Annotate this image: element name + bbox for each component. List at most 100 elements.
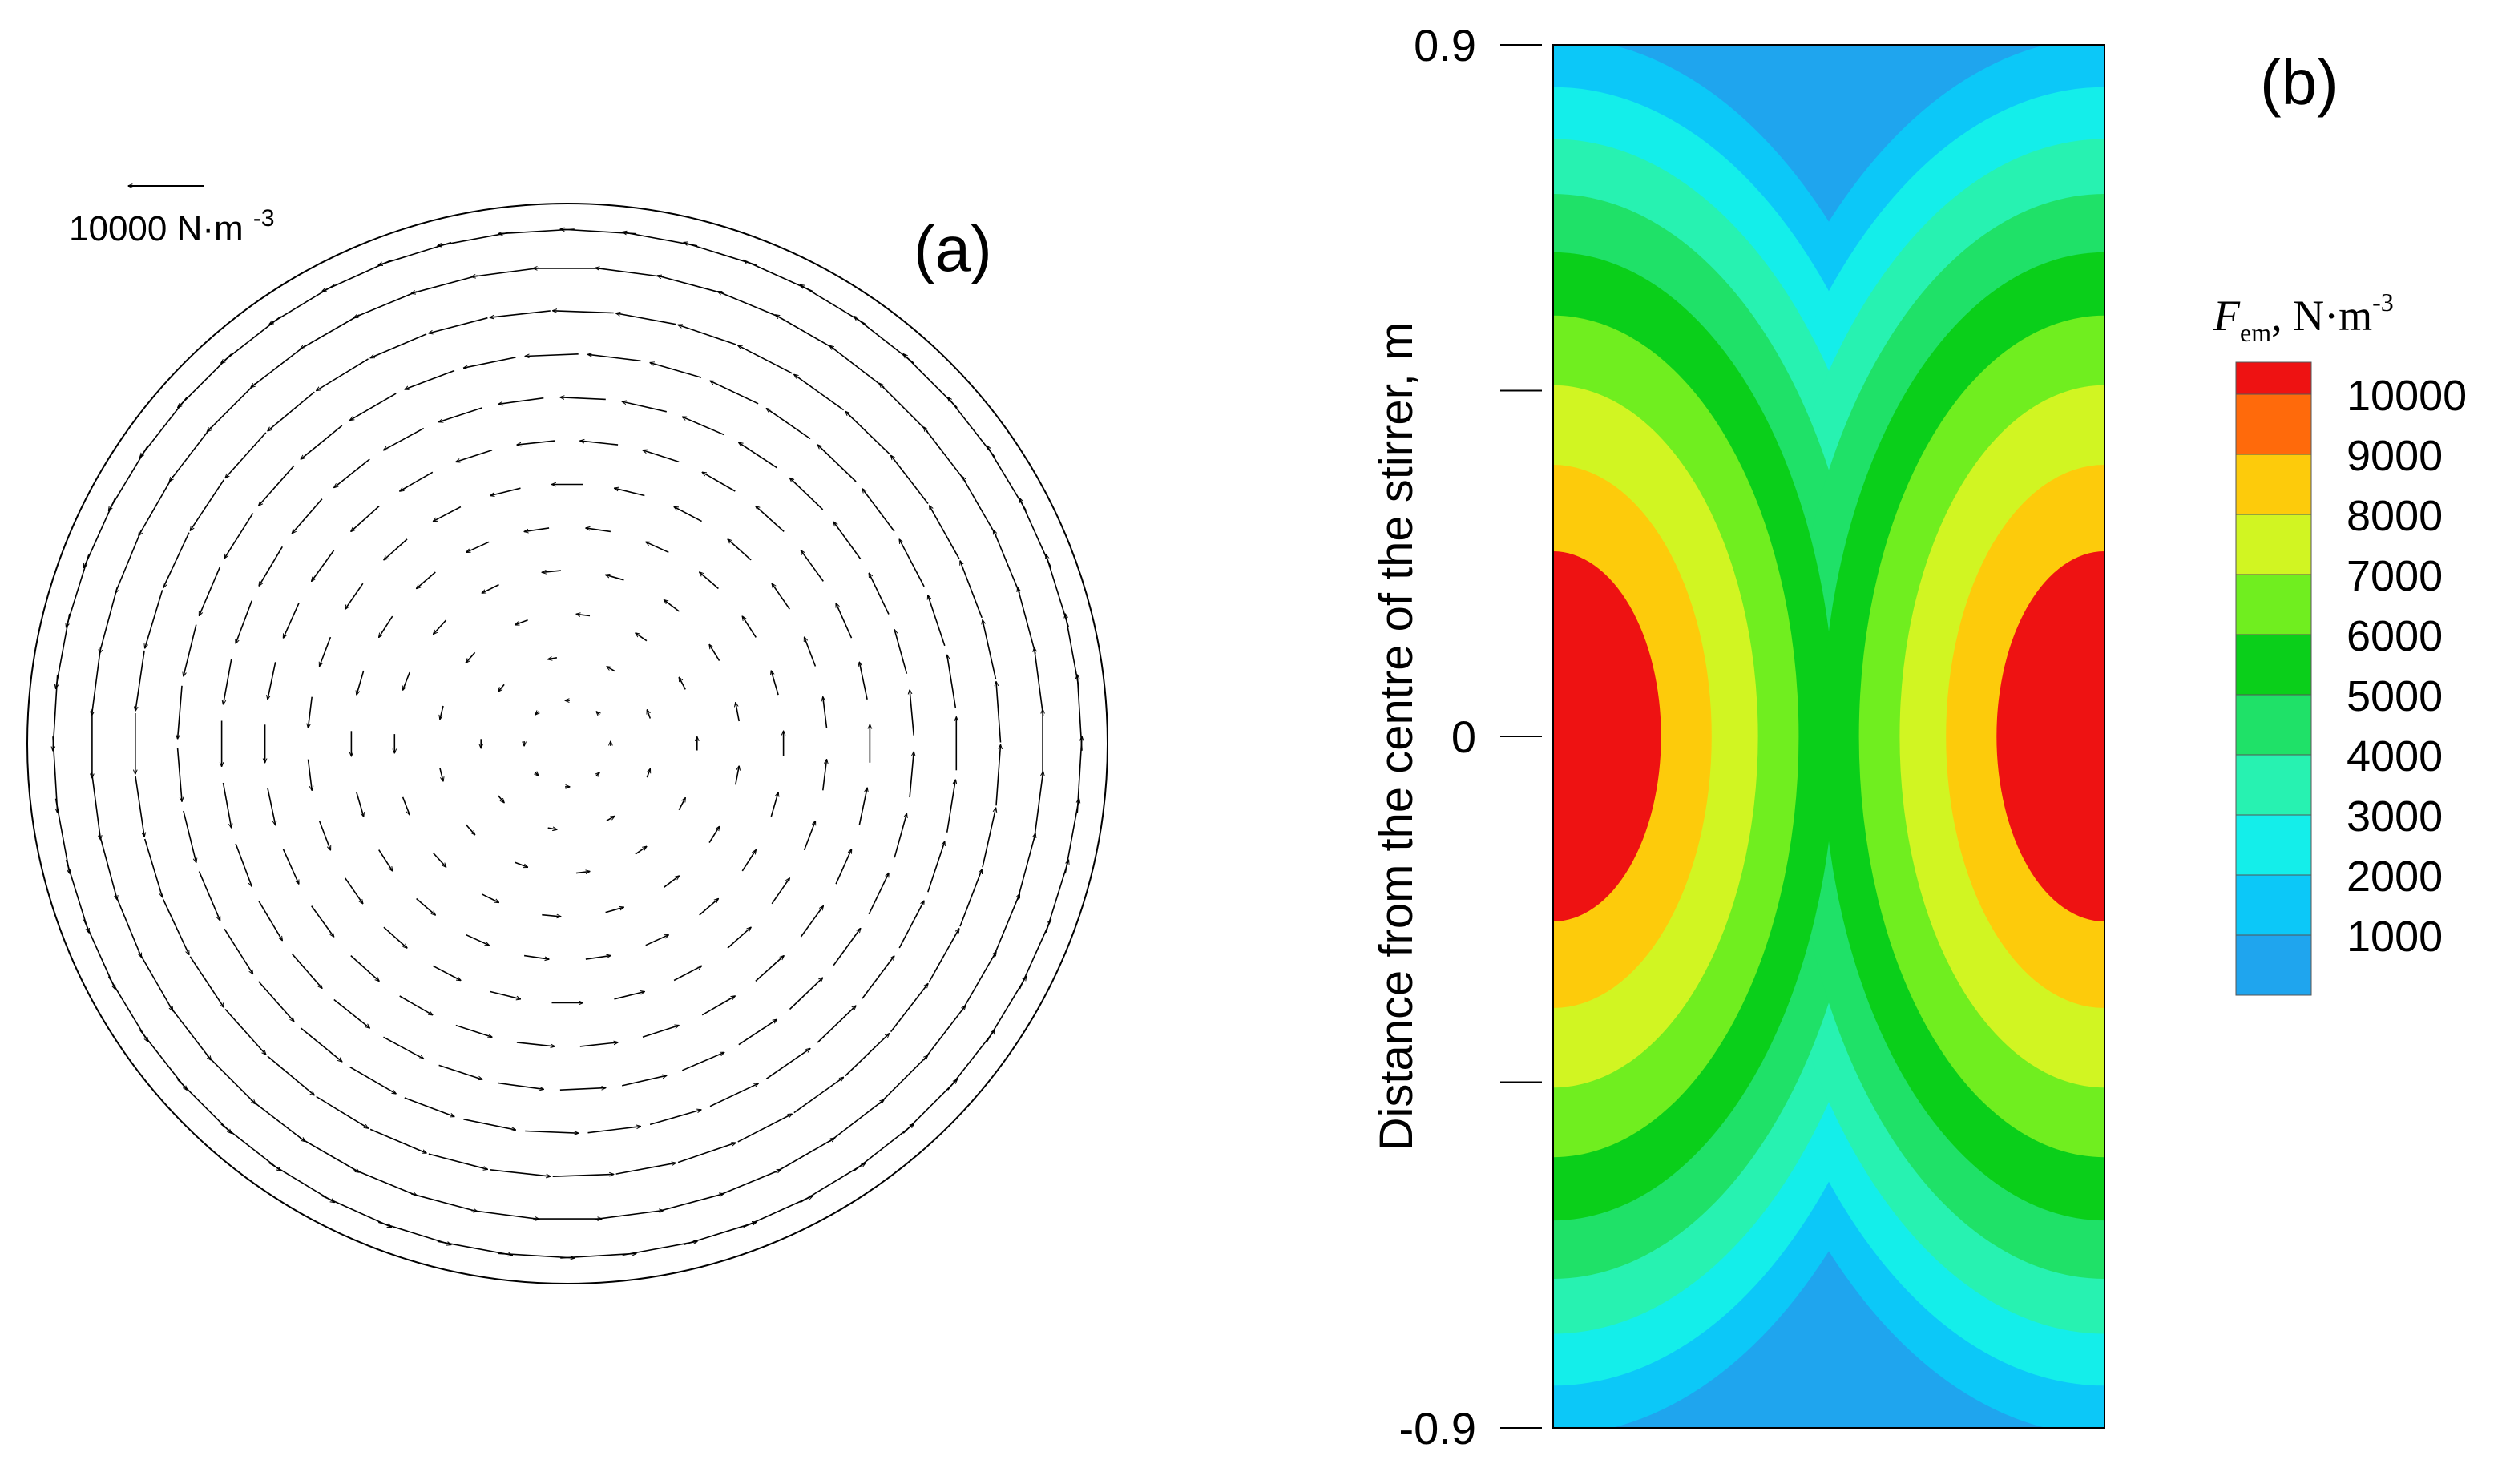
- force-vector: [490, 1169, 551, 1176]
- force-vector: [498, 795, 504, 803]
- force-vector: [890, 984, 928, 1033]
- force-vector: [471, 1209, 539, 1220]
- force-vector: [384, 538, 408, 560]
- force-vector: [1017, 833, 1035, 901]
- force-vector: [405, 369, 455, 390]
- force-vector: [311, 905, 334, 938]
- force-vector: [829, 1100, 884, 1143]
- force-vector: [899, 539, 925, 587]
- force-vector: [709, 1083, 758, 1107]
- force-vector: [482, 583, 499, 594]
- force-vector: [805, 637, 817, 667]
- force-vector: [224, 513, 254, 559]
- force-vector: [349, 1066, 397, 1094]
- force-vector: [542, 571, 561, 572]
- force-vector: [910, 690, 914, 736]
- force-vector: [642, 1026, 679, 1038]
- force-vector: [517, 440, 555, 445]
- force-vector: [455, 1024, 492, 1038]
- contour-field: [1553, 45, 2105, 1428]
- force-vector: [169, 426, 212, 482]
- force-vector: [615, 488, 645, 497]
- force-vector: [416, 897, 436, 916]
- force-vector: [579, 1042, 618, 1047]
- colorbar-swatch: [2235, 874, 2312, 936]
- y-tick-label: 0: [1451, 712, 1476, 762]
- force-vector: [553, 311, 614, 314]
- force-vector: [595, 1211, 664, 1220]
- y-tick-label: -0.9: [1399, 1403, 1477, 1454]
- force-vector: [466, 541, 490, 552]
- force-vector: [755, 956, 784, 982]
- force-vector: [183, 810, 196, 863]
- force-vector: [498, 397, 544, 405]
- force-vector: [845, 1034, 890, 1077]
- colorbar-swatch: [2235, 814, 2312, 876]
- force-vector: [587, 1127, 641, 1134]
- force-vector: [190, 479, 224, 530]
- force-vector: [891, 455, 929, 504]
- colorbar-tick-label: 8000: [2347, 492, 2443, 540]
- force-vector: [207, 382, 256, 431]
- force-vector: [552, 1175, 614, 1177]
- force-vector: [91, 771, 100, 840]
- force-vector: [236, 600, 252, 643]
- force-vector: [163, 532, 190, 588]
- force-vector: [370, 333, 427, 358]
- colorbar-tick-label: 10000: [2347, 372, 2467, 420]
- vector-field-panel: 10000 N·m -3 (a): [26, 186, 1108, 1284]
- force-vector: [862, 489, 895, 532]
- force-vector: [463, 1119, 515, 1130]
- force-vector: [383, 926, 407, 948]
- force-vector: [765, 1049, 810, 1079]
- force-vector: [869, 573, 890, 615]
- force-vector: [664, 876, 680, 888]
- colorbar-swatch: [2235, 634, 2312, 696]
- force-vector: [793, 1077, 844, 1114]
- force-vector: [585, 956, 611, 960]
- force-vector: [596, 712, 599, 715]
- force-vector: [114, 530, 143, 594]
- force-vector: [99, 833, 117, 900]
- force-vector: [924, 427, 966, 482]
- force-vector: [859, 662, 868, 700]
- force-vector: [701, 996, 735, 1016]
- force-vector: [650, 363, 702, 378]
- force-vector: [351, 506, 380, 532]
- colorbar-tick-label: 6000: [2347, 612, 2443, 660]
- force-vector: [235, 843, 252, 886]
- force-vector: [268, 391, 315, 431]
- y-axis-ticks: 0.9 0 -0.9: [1399, 20, 1542, 1454]
- force-vector: [615, 1163, 676, 1175]
- force-vector: [996, 682, 1002, 743]
- colorbar-swatch: [2235, 514, 2312, 575]
- force-vector: [515, 619, 528, 625]
- force-vector: [646, 769, 650, 778]
- panel-b-label: (b): [2260, 46, 2339, 118]
- force-vector: [622, 401, 667, 413]
- force-vector: [525, 1130, 579, 1134]
- force-vector: [292, 498, 323, 534]
- force-vector: [636, 633, 648, 642]
- force-vector: [439, 407, 483, 422]
- colorbar-swatch: [2235, 393, 2312, 455]
- force-vector: [224, 659, 232, 704]
- force-vector: [596, 772, 599, 776]
- force-vector: [575, 872, 590, 873]
- force-vector: [717, 1168, 781, 1197]
- force-vector: [114, 893, 143, 958]
- force-vector: [145, 590, 163, 648]
- force-vector: [927, 841, 945, 893]
- force-vector: [176, 748, 182, 801]
- force-vector: [678, 798, 685, 811]
- force-vector: [318, 821, 331, 850]
- colorbar: Fem, N·m-3 1000 2000 3000 4000 5000 6000 7000 8…: [2213, 288, 2467, 996]
- force-vector: [1035, 647, 1044, 716]
- force-vector: [606, 575, 624, 581]
- panel-a-label: (a): [914, 213, 992, 284]
- force-vector: [379, 615, 393, 637]
- colorbar-labels: 1000 2000 3000 4000 5000 6000 7000 8000 9000 1000…: [2347, 372, 2467, 961]
- force-vector: [258, 981, 294, 1022]
- force-vector: [300, 1137, 359, 1172]
